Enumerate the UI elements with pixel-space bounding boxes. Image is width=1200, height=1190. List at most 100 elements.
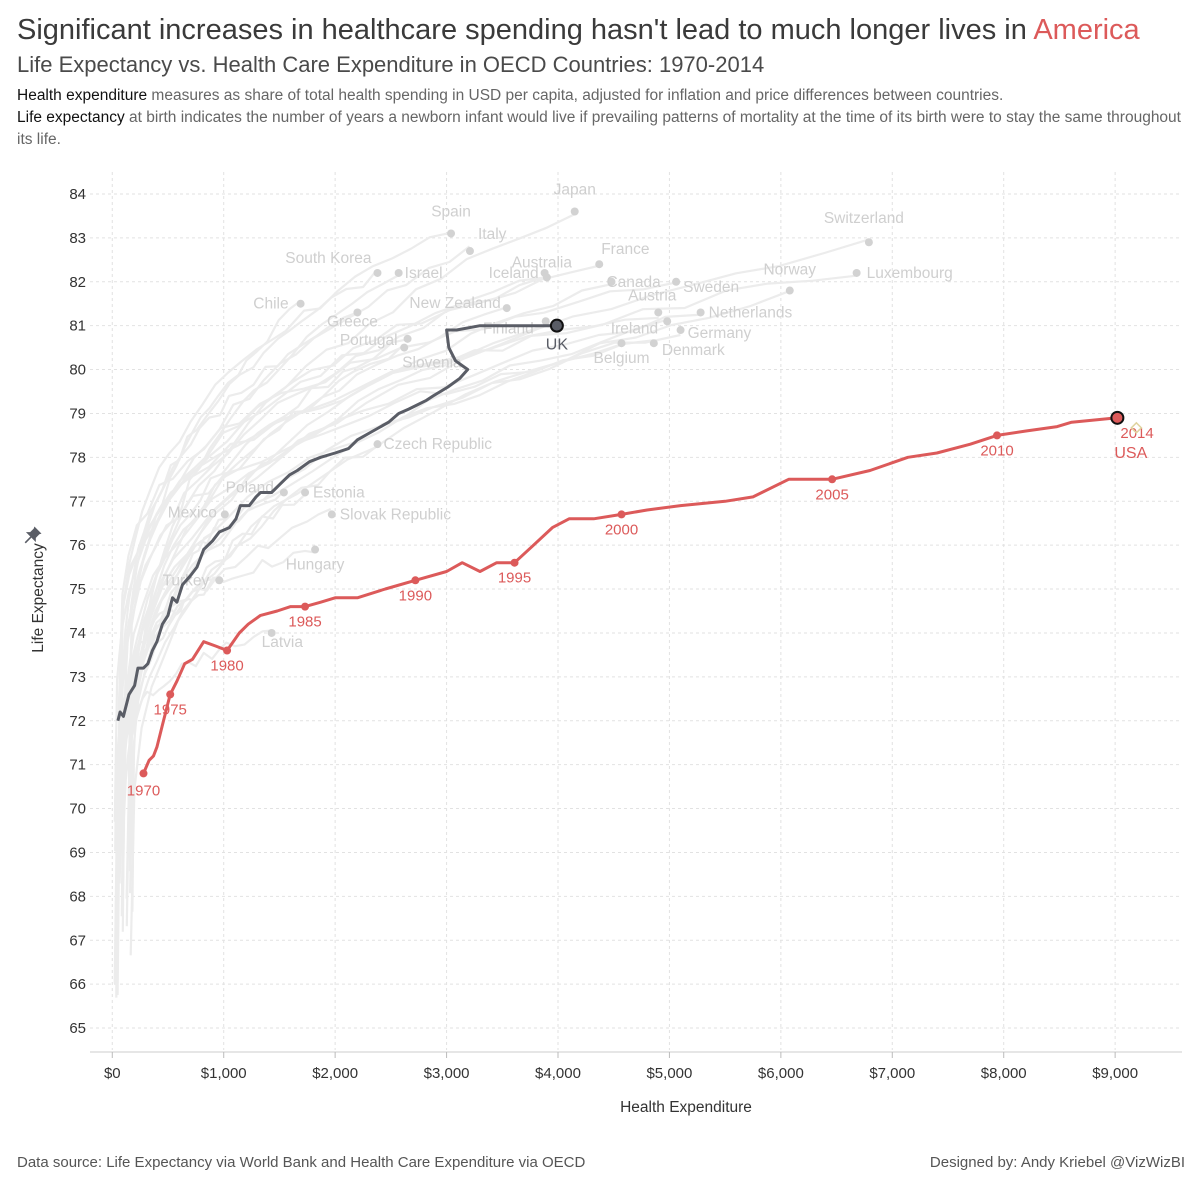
country-trajectory-portugal bbox=[128, 338, 407, 857]
x-axis-title: Health Expenditure bbox=[620, 1099, 752, 1116]
description-health-expenditure: Health expenditure measures as share of … bbox=[17, 85, 1187, 107]
usa-year-marker[interactable] bbox=[223, 646, 232, 655]
country-point[interactable] bbox=[465, 247, 474, 256]
country-point[interactable] bbox=[373, 440, 382, 449]
y-tick-label: 79 bbox=[69, 405, 86, 422]
country-point[interactable] bbox=[296, 299, 305, 308]
country-trajectory-greece bbox=[120, 311, 359, 790]
description-text: measures as share of total health spendi… bbox=[147, 87, 1004, 104]
country-trajectory-austria bbox=[119, 316, 659, 720]
chart-title-accent: America bbox=[1033, 14, 1140, 46]
country-point[interactable] bbox=[311, 545, 320, 554]
country-point[interactable] bbox=[676, 326, 685, 335]
country-trajectory-spain bbox=[117, 231, 452, 804]
country-point[interactable] bbox=[541, 317, 550, 326]
country-point[interactable] bbox=[672, 277, 681, 286]
usa-year-marker[interactable] bbox=[411, 576, 420, 585]
y-tick-label: 73 bbox=[69, 669, 86, 686]
country-point[interactable] bbox=[353, 308, 362, 317]
usa-series-label: USA bbox=[1114, 445, 1147, 462]
country-point[interactable] bbox=[400, 343, 409, 352]
usa-year-marker[interactable] bbox=[166, 690, 175, 699]
life-expectancy-chart[interactable]: 65 66 67 68 69 70 71 72 73 74 75 76 77 78 79 80 81 82 83 84… bbox=[0, 0, 1200, 1150]
pin-head bbox=[25, 526, 42, 543]
country-label: Austria bbox=[628, 287, 677, 304]
country-point[interactable] bbox=[654, 308, 663, 317]
chart-title: Significant increases in healthcare spen… bbox=[17, 14, 1140, 47]
x-tick-label: $2,000 bbox=[312, 1065, 358, 1082]
country-label: Slovak Republic bbox=[340, 506, 451, 523]
country-point[interactable] bbox=[327, 510, 336, 519]
country-point[interactable] bbox=[215, 576, 224, 585]
y-tick-label: 66 bbox=[69, 976, 86, 993]
country-label: Chile bbox=[253, 296, 288, 313]
x-tick-label: $6,000 bbox=[758, 1065, 804, 1082]
country-point[interactable] bbox=[864, 238, 873, 247]
usa-year-marker[interactable] bbox=[617, 510, 626, 519]
y-tick-label: 82 bbox=[69, 274, 86, 291]
country-point[interactable] bbox=[267, 628, 276, 637]
country-point[interactable] bbox=[403, 334, 412, 343]
country-point[interactable] bbox=[540, 268, 549, 277]
country-point[interactable] bbox=[502, 304, 511, 313]
country-label: Belgium bbox=[594, 350, 650, 367]
uk-endpoint[interactable] bbox=[549, 318, 564, 333]
country-point[interactable] bbox=[696, 308, 705, 317]
y-tick-label: 80 bbox=[69, 362, 86, 379]
y-tick-label: 68 bbox=[69, 888, 86, 905]
country-point[interactable] bbox=[279, 488, 288, 497]
country-point[interactable] bbox=[663, 317, 672, 326]
usa-endpoint[interactable] bbox=[1110, 410, 1125, 425]
country-point[interactable] bbox=[607, 277, 616, 286]
country-label: Netherlands bbox=[709, 304, 793, 321]
x-tick-label: $8,000 bbox=[981, 1065, 1027, 1082]
country-label: Spain bbox=[431, 203, 471, 220]
country-point[interactable] bbox=[301, 488, 310, 497]
country-point[interactable] bbox=[220, 510, 229, 519]
country-trajectory-israel bbox=[131, 273, 400, 912]
country-point[interactable] bbox=[394, 268, 403, 277]
country-label: Hungary bbox=[286, 557, 345, 574]
uk-line[interactable] bbox=[116, 324, 557, 722]
y-tick-label: 84 bbox=[69, 186, 86, 203]
country-point[interactable] bbox=[447, 229, 456, 238]
usa-year-label: 1995 bbox=[498, 570, 531, 587]
y-tick-label: 67 bbox=[69, 932, 86, 949]
x-tick-label: $1,000 bbox=[201, 1065, 247, 1082]
x-tick-label: $7,000 bbox=[869, 1065, 915, 1082]
country-trajectory-chile bbox=[115, 301, 300, 950]
description-life-expectancy: Life expectancy at birth indicates the n… bbox=[17, 107, 1187, 151]
y-tick-label: 74 bbox=[69, 625, 86, 642]
country-point[interactable] bbox=[617, 339, 626, 348]
x-tick-label: $4,000 bbox=[535, 1065, 581, 1082]
usa-year-marker[interactable] bbox=[510, 558, 519, 567]
country-trajectory-czech-republic bbox=[116, 444, 379, 996]
country-point[interactable] bbox=[649, 339, 658, 348]
usa-year-marker[interactable] bbox=[139, 769, 148, 778]
country-trajectory-netherlands bbox=[123, 313, 702, 804]
country-trajectory-denmark bbox=[127, 339, 654, 712]
country-trajectory-ireland bbox=[125, 318, 669, 899]
country-point[interactable] bbox=[373, 268, 382, 277]
usa-line[interactable] bbox=[142, 416, 1118, 774]
country-label: Sweden bbox=[683, 279, 739, 296]
designer-credit: Designed by: Andy Kriebel @VizWizBI bbox=[929, 1154, 1185, 1171]
country-point[interactable] bbox=[595, 260, 604, 269]
pin-icon[interactable] bbox=[20, 525, 43, 548]
country-point[interactable] bbox=[570, 207, 579, 216]
country-label: Canada bbox=[606, 274, 661, 291]
country-label: Slovenia bbox=[402, 355, 462, 372]
country-trajectory-germany bbox=[126, 333, 681, 853]
usa-year-label: 1980 bbox=[210, 658, 243, 675]
usa-year-marker[interactable] bbox=[301, 602, 310, 611]
usa-year-marker[interactable] bbox=[828, 475, 837, 484]
country-trajectory-finland bbox=[121, 323, 547, 906]
y-tick-label: 77 bbox=[69, 493, 86, 510]
country-label: Greece bbox=[327, 313, 378, 330]
country-point[interactable] bbox=[785, 286, 794, 295]
country-point[interactable] bbox=[852, 268, 861, 277]
country-label: Japan bbox=[554, 182, 596, 199]
usa-year-marker[interactable] bbox=[993, 431, 1002, 440]
country-trajectory-iceland bbox=[113, 276, 546, 822]
country-label: Luxembourg bbox=[867, 265, 953, 282]
